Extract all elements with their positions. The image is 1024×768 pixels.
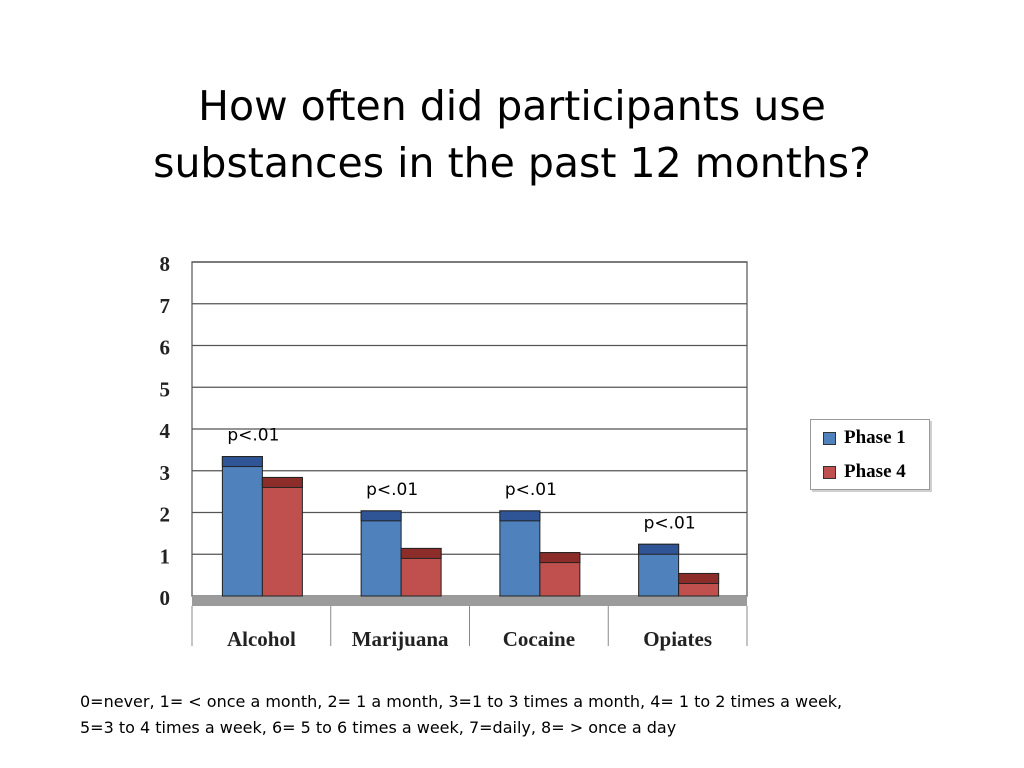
legend-item-phase-1: Phase 1 xyxy=(823,427,906,449)
chart-floor xyxy=(192,596,747,606)
bar-top-phase-4-opiates xyxy=(678,572,720,584)
y-tick-label: 8 xyxy=(160,252,171,276)
y-tick-label: 6 xyxy=(160,336,171,360)
legend-swatch-phase-1 xyxy=(823,431,836,445)
y-tick-label: 7 xyxy=(160,294,171,318)
bar-phase-1-marijuana xyxy=(360,510,402,597)
bar-top-phase-4-alcohol xyxy=(261,476,303,488)
y-tick-label: 2 xyxy=(160,503,171,527)
x-tick-label-cocaine: Cocaine xyxy=(503,627,575,651)
bar-top-phase-1-opiates xyxy=(638,543,680,555)
y-tick-label: 5 xyxy=(160,377,171,401)
bar-top-phase-1-cocaine xyxy=(499,510,541,522)
p-value-annotation-opiates: p<.01 xyxy=(644,513,696,533)
p-value-annotation-cocaine: p<.01 xyxy=(505,480,557,500)
legend-label-phase-4: Phase 4 xyxy=(844,461,906,482)
chart-legend: Phase 1 Phase 4 xyxy=(810,419,930,490)
bar-top-phase-1-marijuana xyxy=(360,510,402,522)
y-tick-label: 3 xyxy=(160,461,171,485)
footnote-line-2: 5=3 to 4 times a week, 6= 5 to 6 times a… xyxy=(80,718,677,737)
legend-swatch-phase-4 xyxy=(823,465,836,479)
legend-label-phase-1: Phase 1 xyxy=(844,427,906,448)
x-tick-label-marijuana: Marijuana xyxy=(352,627,449,651)
p-value-annotation-alcohol: p<.01 xyxy=(227,426,279,446)
p-value-annotation-marijuana: p<.01 xyxy=(366,480,418,500)
footnote-line-1: 0=never, 1= < once a month, 2= 1 a month… xyxy=(80,692,843,711)
y-tick-label: 4 xyxy=(160,419,171,443)
bar-top-phase-4-cocaine xyxy=(539,552,581,564)
legend-item-phase-4: Phase 4 xyxy=(823,461,906,483)
slide-title: How often did participants use substance… xyxy=(60,78,964,192)
slide-title-line-2: substances in the past 12 months? xyxy=(153,139,871,187)
scale-footnote: 0=never, 1= < once a month, 2= 1 a month… xyxy=(80,689,980,741)
x-tick-label-opiates: Opiates xyxy=(643,627,712,651)
bar-phase-4-alcohol xyxy=(261,476,303,597)
x-tick-label-alcohol: Alcohol xyxy=(227,627,296,651)
bar-phase-1-cocaine xyxy=(499,510,541,597)
slide-title-line-1: How often did participants use xyxy=(198,82,826,130)
bar-phase-1-alcohol xyxy=(221,456,263,597)
y-tick-label: 1 xyxy=(160,544,171,568)
y-tick-label: 0 xyxy=(160,586,171,610)
bar-top-phase-1-alcohol xyxy=(221,456,263,468)
bar-top-phase-4-marijuana xyxy=(400,547,442,559)
